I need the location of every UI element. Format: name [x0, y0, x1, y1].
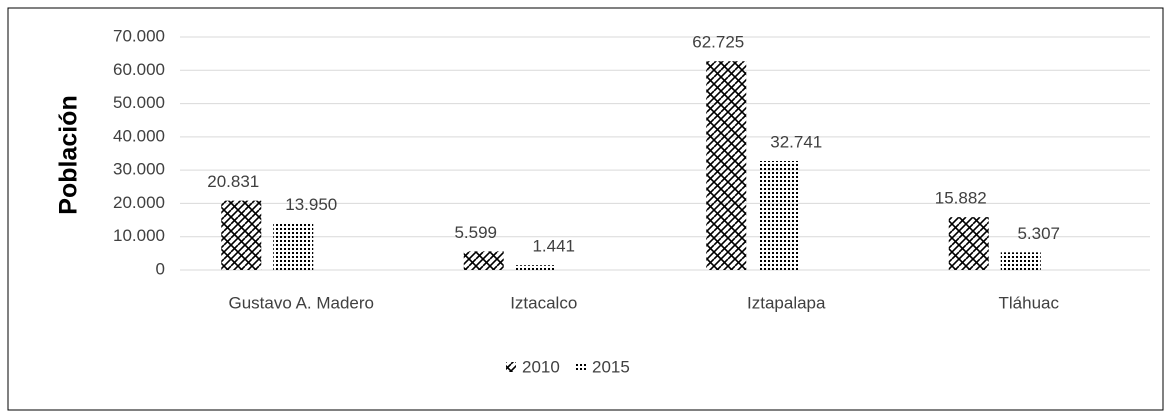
y-tick-label: 30.000: [113, 160, 165, 179]
y-tick-label: 40.000: [113, 126, 165, 145]
y-tick-label: 60.000: [113, 60, 165, 79]
data-label: 5.599: [454, 223, 497, 242]
y-tick-label: 70.000: [113, 26, 165, 45]
data-label: 15.882: [935, 189, 987, 208]
x-tick-label: Iztacalco: [510, 293, 577, 312]
chart-frame: [7, 7, 1164, 411]
bar: [1000, 252, 1041, 270]
bar: [758, 161, 799, 270]
legend-swatch: [506, 362, 516, 372]
data-label: 62.725: [692, 33, 744, 52]
data-label: 5.307: [1017, 224, 1060, 243]
legend-label: 2015: [592, 357, 630, 376]
y-axis-title: Población: [55, 95, 83, 214]
legend-swatch: [576, 362, 586, 372]
bar: [273, 223, 314, 270]
y-tick-label: 20.000: [113, 193, 165, 212]
bar: [221, 200, 262, 270]
bar: [463, 251, 504, 270]
y-tick-label: 10.000: [113, 226, 165, 245]
y-tick-label: 50.000: [113, 93, 165, 112]
x-tick-label: Iztapalapa: [747, 293, 826, 312]
data-label: 1.441: [532, 237, 575, 256]
data-label: 13.950: [285, 195, 337, 214]
data-label: 32.741: [770, 133, 822, 152]
x-tick-label: Tláhuac: [999, 293, 1060, 312]
x-tick-label: Gustavo A. Madero: [228, 293, 374, 312]
legend-label: 2010: [522, 357, 560, 376]
bar: [515, 265, 556, 270]
bar: [706, 61, 747, 270]
data-label: 20.831: [207, 172, 259, 191]
bar: [948, 217, 989, 270]
y-tick-label: 0: [156, 259, 165, 278]
